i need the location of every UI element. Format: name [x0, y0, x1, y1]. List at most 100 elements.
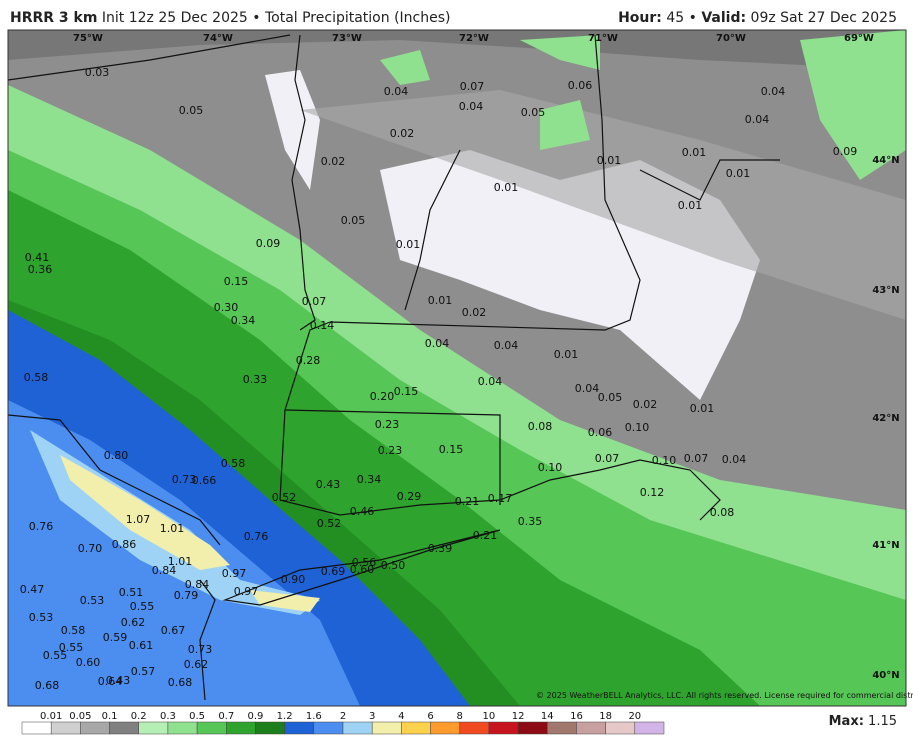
precip-label: 0.04 — [722, 453, 747, 466]
precip-label: 0.01 — [428, 294, 453, 307]
precip-label: 0.51 — [119, 586, 144, 599]
precip-label: 0.29 — [397, 490, 422, 503]
precip-label: 0.53 — [29, 611, 54, 624]
precip-label: 0.10 — [652, 454, 677, 467]
precip-label: 0.67 — [161, 624, 186, 637]
colorbar-swatch — [313, 721, 344, 735]
hour-label: Hour: — [618, 10, 662, 26]
precip-label: 0.04 — [459, 100, 484, 113]
longitude-label: 72°W — [459, 33, 489, 44]
precip-label: 0.07 — [460, 80, 485, 93]
precip-label: 0.02 — [462, 306, 487, 319]
colorbar-label: 4 — [398, 711, 404, 722]
longitude-label: 74°W — [203, 33, 233, 44]
valid: 09z Sat 27 Dec 2025 — [750, 10, 897, 26]
colorbar-label: 18 — [599, 711, 612, 722]
precip-label: 0.64 — [98, 675, 123, 688]
colorbar-swatch — [138, 721, 169, 735]
colorbar-label: 2 — [340, 711, 346, 722]
precip-label: 0.04 — [425, 337, 450, 350]
precip-label: 0.70 — [78, 542, 103, 555]
colorbar-label: 0.2 — [131, 711, 147, 722]
precip-label: 0.84 — [185, 578, 210, 591]
precip-label: 0.05 — [521, 106, 546, 119]
colorbar-label: 1.2 — [277, 711, 293, 722]
precip-label: 0.43 — [106, 674, 131, 687]
precip-label: 0.52 — [272, 491, 297, 504]
colorbar-label: 0.05 — [69, 711, 91, 722]
precip-label: 0.43 — [316, 478, 341, 491]
precip-label: 0.68 — [35, 679, 60, 692]
precip-label: 0.17 — [488, 492, 513, 505]
header-left: HRRR 3 km Init 12z 25 Dec 2025 • Total P… — [10, 10, 451, 26]
precip-label: 0.01 — [682, 146, 707, 159]
precip-label: 0.05 — [598, 391, 623, 404]
colorbar-swatch — [605, 721, 636, 735]
precip-label: 0.10 — [538, 461, 563, 474]
precip-label: 0.41 — [25, 251, 50, 264]
precip-label: 0.73 — [172, 473, 197, 486]
longitude-label: 69°W — [844, 33, 874, 44]
precip-label: 0.84 — [152, 564, 177, 577]
precip-label: 0.06 — [588, 426, 613, 439]
precip-label: 0.01 — [690, 402, 715, 415]
precip-label: 0.34 — [231, 314, 256, 327]
precip-label: 0.90 — [281, 573, 306, 586]
precip-label: 0.20 — [370, 390, 395, 403]
precip-label: 0.59 — [103, 631, 128, 644]
longitude-label: 71°W — [588, 33, 618, 44]
precip-label: 0.53 — [80, 594, 105, 607]
precip-field — [8, 30, 906, 706]
colorbar-swatch — [21, 721, 52, 735]
precip-label: 0.01 — [597, 154, 622, 167]
precip-label: 0.34 — [357, 473, 382, 486]
precip-label: 0.02 — [321, 155, 346, 168]
precip-label: 0.80 — [104, 449, 129, 462]
colorbar-label: 14 — [541, 711, 554, 722]
precip-label: 0.09 — [833, 145, 858, 158]
colorbar-label: 10 — [483, 711, 496, 722]
colorbar: 0.01 0.05 0.1 0.2 0.3 0.5 0.7 0.9 1.2 1.6 2 3 4 6 8 10 1… — [21, 711, 665, 735]
max: Max: 1.15 — [829, 714, 897, 729]
precip-label: 0.03 — [85, 66, 110, 79]
product: Total Precipitation (Inches) — [264, 10, 451, 26]
colorbar-swatch — [50, 721, 81, 735]
precip-label: 0.05 — [341, 214, 366, 227]
precip-label: 0.02 — [390, 127, 415, 140]
precip-label: 0.07 — [302, 295, 327, 308]
colorbar-swatch — [342, 721, 373, 735]
precip-label: 0.97 — [222, 567, 247, 580]
colorbar-swatch — [284, 721, 315, 735]
precip-label: 0.60 — [350, 563, 375, 576]
precip-label: 0.01 — [494, 181, 519, 194]
model: HRRR 3 km — [10, 10, 98, 26]
colorbar-swatch — [255, 721, 285, 735]
precip-label: 0.55 — [43, 649, 68, 662]
latitude-label: 44°N — [872, 155, 899, 166]
precip-label: 0.35 — [518, 515, 543, 528]
precip-label: 0.86 — [112, 538, 137, 551]
precip-label: 0.36 — [28, 263, 53, 276]
precip-label: 0.52 — [317, 517, 342, 530]
boundaries — [7, 34, 780, 701]
precip-label: 0.07 — [595, 452, 620, 465]
colorbar-swatch — [80, 721, 110, 735]
colorbar-label: 0.3 — [160, 711, 176, 722]
colorbar-swatch — [401, 721, 431, 735]
precip-label: 0.50 — [381, 559, 406, 572]
colorbar-label: 12 — [512, 711, 525, 722]
precip-label: 0.08 — [528, 420, 553, 433]
precip-label: 0.33 — [243, 373, 268, 386]
precip-label: 0.08 — [710, 506, 735, 519]
colorbar-swatch — [196, 721, 227, 735]
precip-label: 0.55 — [59, 641, 84, 654]
precip-label: 0.57 — [131, 665, 156, 678]
precip-label: 0.39 — [428, 542, 453, 555]
precip-label: 0.23 — [378, 444, 403, 457]
precip-label: 0.05 — [179, 104, 204, 117]
colorbar-swatch — [109, 721, 139, 735]
precip-label: 0.21 — [473, 529, 498, 542]
precip-label: 0.97 — [234, 585, 259, 598]
precip-label: 0.09 — [256, 237, 281, 250]
